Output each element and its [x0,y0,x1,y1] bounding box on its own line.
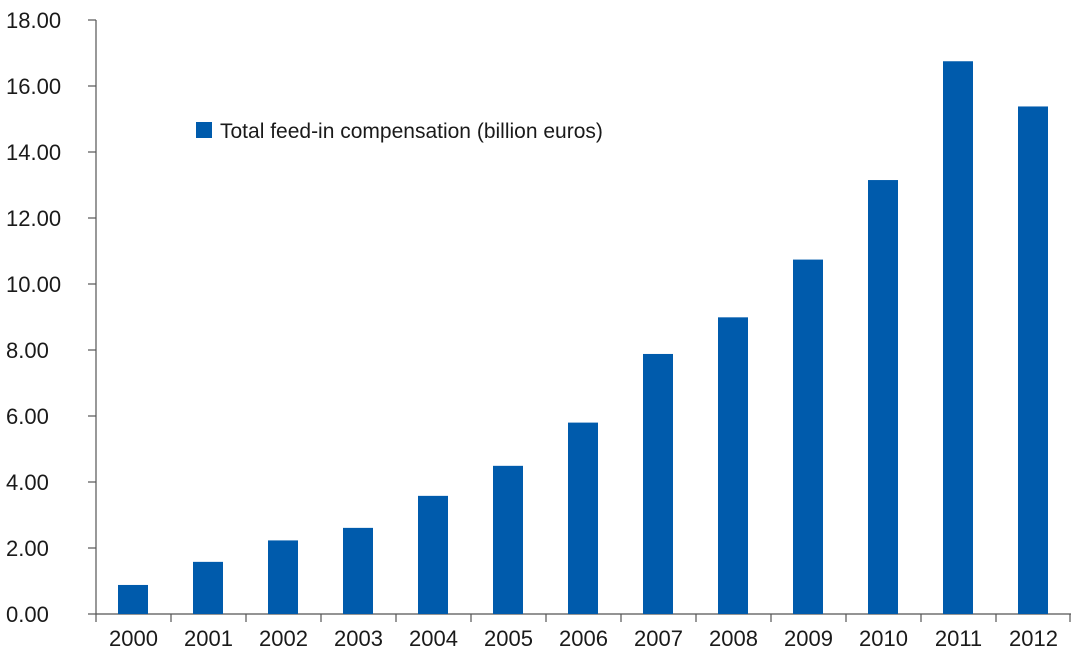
x-tick-label: 2011 [935,626,982,651]
x-axis: 2000 2001 2002 2003 2004 2005 2006 2007 2008 2009… [95,613,1071,651]
x-tick-label: 2002 [259,626,308,651]
y-axis: 0.00 2.00 4.00 6.00 8.00 10.00 12.00 14.00 16.00… [6,8,97,627]
x-tick-label: 2010 [859,626,908,651]
bar-2001 [193,561,223,614]
y-tick-label: 4.00 [6,470,49,495]
y-tick-label: 8.00 [6,338,49,363]
x-tick-label: 2012 [1009,626,1058,651]
x-tick-label: 2007 [634,626,683,651]
y-tick-label: 0.00 [6,602,49,627]
bar-2003 [343,527,373,614]
bar-2011 [943,61,973,614]
bar-2006 [568,422,598,614]
x-tick-label: 2003 [334,626,383,651]
bar-2002 [268,540,298,614]
y-tick-label: 2.00 [6,536,49,561]
x-tick-label: 2009 [784,626,833,651]
bar-2007 [643,353,673,614]
y-tick-label: 18.00 [6,8,61,33]
x-tick-label: 2000 [109,626,158,651]
bar-2005 [493,465,523,614]
x-tick-label: 2006 [559,626,608,651]
y-tick-label: 16.00 [6,74,61,99]
bar-2009 [793,259,823,614]
y-tick-label: 10.00 [6,272,61,297]
legend-label: Total feed-in compensation (billion euro… [220,120,603,143]
legend-swatch [196,122,212,138]
x-tick-label: 2008 [709,626,758,651]
bar-2004 [418,495,448,614]
y-tick-label: 14.00 [6,140,61,165]
x-tick-label: 2004 [409,626,458,651]
bars [118,61,1048,615]
y-tick-label: 12.00 [6,206,61,231]
x-tick-label: 2001 [184,626,233,651]
bar-2008 [718,317,748,614]
y-tick-label: 6.00 [6,404,49,429]
bar-2012 [1018,106,1048,615]
bar-2000 [118,584,148,614]
x-tick-label: 2005 [484,626,533,651]
legend: Total feed-in compensation (billion euro… [196,120,603,143]
bar-2010 [868,180,898,615]
